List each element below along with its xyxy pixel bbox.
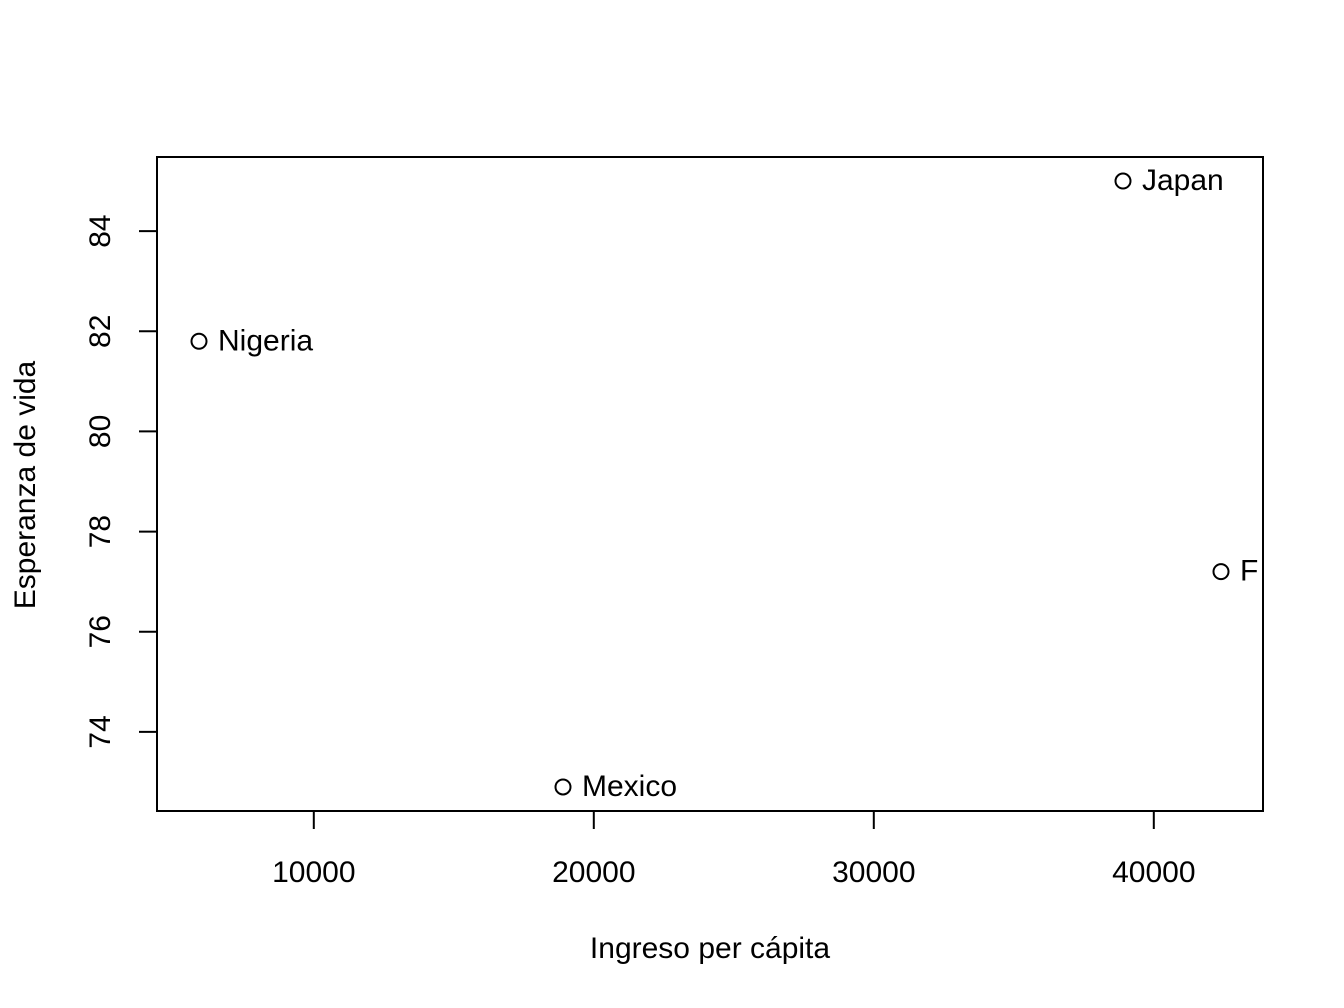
point-label: Japan [1142,164,1224,197]
y-tick-label: 78 [84,515,117,548]
data-point [1212,563,1230,581]
y-tick-label: 74 [84,715,117,748]
x-tick-label: 10000 [272,856,355,889]
x-tick-label: 40000 [1112,856,1195,889]
point-label: F [1240,555,1258,588]
x-tick-label: 30000 [832,856,915,889]
data-point [1114,172,1132,190]
y-tick-label: 80 [84,415,117,448]
data-point [554,778,572,796]
y-axis-title: Esperanza de vida [9,360,42,609]
x-axis-title: Ingreso per cápita [590,932,830,965]
y-axis: 74 76 78 80 82 84 [84,214,158,749]
y-tick-label: 76 [84,615,117,648]
x-tick-label: 20000 [552,856,635,889]
data-point [190,332,208,350]
plot-frame [156,156,1264,812]
point-label: Mexico [582,770,677,803]
x-axis: 10000 20000 30000 40000 [272,810,1196,889]
point-label: Nigeria [218,324,313,357]
data-points: Nigeria Mexico Japan F [190,164,1258,803]
y-tick-label: 84 [84,214,117,247]
y-tick-label: 82 [84,315,117,348]
